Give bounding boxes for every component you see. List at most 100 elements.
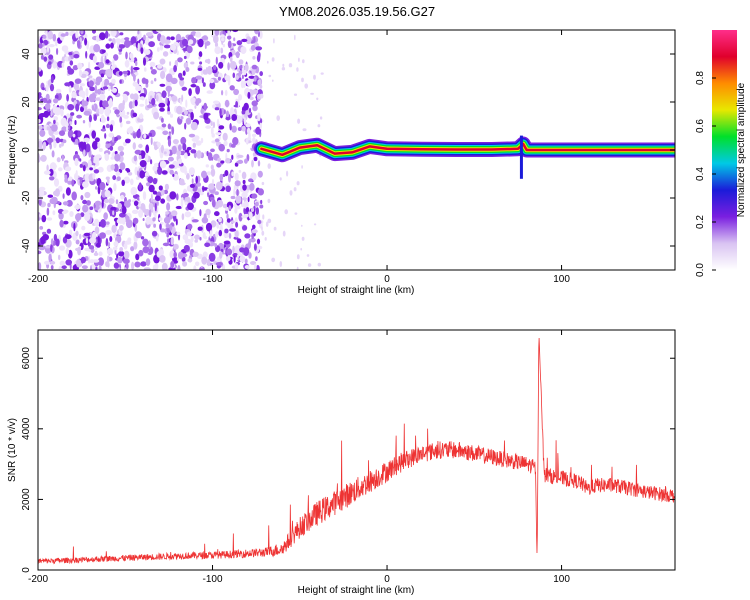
spectrogram-noise-blob	[201, 35, 209, 41]
spectrogram-noise-blob	[197, 67, 203, 71]
spectrogram-noise-blob	[166, 232, 169, 238]
spectrogram-noise-blob	[48, 168, 54, 176]
spectrogram-noise-blob	[293, 187, 297, 192]
spectrogram-noise-blob	[113, 241, 119, 247]
spectrogram-noise-blob	[235, 101, 239, 108]
spectrogram-noise-blob	[164, 39, 171, 44]
spectrogram-noise-blob	[302, 128, 307, 132]
spectrogram-noise-blob	[238, 94, 243, 101]
spectrogram-noise-blob	[227, 40, 232, 49]
spectrogram-noise-blob	[202, 82, 206, 87]
spectrogram-noise-blob	[58, 212, 64, 220]
spectrogram-noise-blob	[71, 179, 75, 187]
spectrogram-noise-blob	[176, 105, 183, 115]
spectrogram-noise-blob	[215, 181, 223, 191]
spectrogram-noise-blob	[67, 104, 75, 111]
spectrogram-noise-blob	[195, 261, 200, 267]
spectrogram-noise-blob	[150, 193, 153, 203]
spectrogram-noise-blob	[39, 129, 46, 137]
spectrogram-noise-blob	[152, 264, 157, 270]
spectrogram-noise-blob	[135, 85, 142, 92]
spectrogram-noise-blob	[259, 30, 263, 39]
spectrogram-noise-blob	[248, 211, 253, 220]
spectrogram-noise-blob	[235, 221, 239, 228]
spectrogram-noise-blob	[204, 242, 211, 248]
spectrogram-noise-blob	[201, 256, 208, 265]
spectrogram-noise-blob	[267, 218, 272, 224]
spectrogram-noise-blob	[112, 175, 117, 181]
spectrogram-noise-blob	[121, 216, 126, 225]
spectrogram-noise-blob	[164, 183, 169, 191]
spectrogram-noise-blob	[51, 196, 58, 204]
spectrogram-noise-blob	[196, 150, 202, 159]
spectrogram-noise-blob	[226, 218, 231, 223]
spectrogram-noise-blob	[180, 199, 184, 209]
spectrogram-ytick-label: -40	[21, 238, 32, 253]
spectrogram-noise-blob	[241, 74, 244, 80]
spectrogram-noise-blob	[222, 173, 226, 177]
spectrogram-noise-blob	[225, 110, 230, 119]
spectrogram-noise-blob	[139, 160, 147, 168]
spectrogram-noise-blob	[106, 68, 113, 78]
spectrogram-noise-blob	[93, 169, 100, 174]
spectrogram-noise-blob	[130, 246, 135, 252]
spectrogram-noise-blob	[184, 211, 192, 218]
spectrogram-noise-blob	[234, 180, 241, 187]
spectrogram-noise-blob	[210, 164, 214, 170]
spectrogram-noise-blob	[163, 44, 171, 49]
spectrogram-noise-blob	[226, 248, 233, 256]
spectrogram-noise-blob	[130, 36, 137, 45]
colorbar-tick-label: 0.6	[695, 119, 706, 133]
spectrogram-noise-blob	[172, 173, 175, 177]
spectrogram-noise-blob	[65, 31, 69, 36]
spectrogram-noise-blob	[214, 42, 219, 48]
spectrogram-noise-blob	[215, 262, 223, 266]
spectrogram-noise-blob	[251, 64, 258, 70]
spectrogram-noise-blob	[113, 163, 119, 172]
snr-xtick-label: -100	[203, 574, 223, 585]
snr-ytick-label: 4000	[21, 417, 32, 440]
spectrogram-noise-blob	[236, 205, 241, 210]
spectrogram-noise-blob	[109, 236, 113, 242]
spectrogram-noise-blob	[82, 204, 89, 213]
spectrogram-noise-blob	[105, 43, 111, 49]
spectrogram-noise-blob	[75, 239, 80, 245]
spectrogram-noise-blob	[111, 87, 118, 93]
spectrogram-noise-blob	[110, 42, 114, 49]
spectrogram-noise-blob	[205, 222, 213, 232]
spectrogram-noise-blob	[228, 232, 232, 239]
spectrogram-noise-blob	[243, 69, 247, 76]
spectrogram-noise-blob	[167, 138, 172, 147]
spectrogram-noise-blob	[153, 223, 157, 228]
spectrogram-noise-blob	[71, 191, 77, 201]
snr-xtick-label: -200	[28, 574, 48, 585]
spectrogram-noise-blob	[178, 158, 183, 165]
spectrogram-noise-blob	[317, 124, 321, 128]
spectrogram-noise-blob	[125, 120, 131, 125]
spectrogram-noise-blob	[222, 43, 226, 48]
spectrogram-noise-blob	[163, 189, 169, 195]
spectrogram-noise-blob	[161, 90, 167, 99]
spectrogram-noise-blob	[119, 32, 124, 36]
spectrogram-noise-blob	[213, 80, 219, 83]
spectrogram-noise-blob	[187, 258, 193, 263]
spectrogram-noise-blob	[176, 193, 179, 201]
spectrogram-noise-blob	[159, 45, 164, 51]
spectrogram-noise-blob	[144, 36, 150, 46]
spectrogram-noise-blob	[241, 171, 247, 180]
spectrogram-noise-blob	[282, 63, 285, 67]
spectrogram-noise-blob	[225, 157, 231, 164]
spectrogram-noise-blob	[159, 255, 166, 263]
spectrogram-noise-blob	[166, 202, 171, 211]
spectrogram-noise-blob	[171, 95, 178, 102]
spectrogram-noise-blob	[71, 91, 77, 99]
spectrogram-noise-blob	[177, 251, 184, 260]
spectrogram-noise-blob	[175, 218, 178, 226]
spectrogram-noise-blob	[182, 70, 186, 76]
spectrogram-noise-blob	[217, 76, 221, 81]
spectrogram-noise-blob	[98, 148, 103, 152]
figure-title: YM08.2026.035.19.56.G27	[279, 4, 435, 19]
spectrogram-noise-blob	[248, 107, 252, 114]
spectrogram-noise-blob	[163, 151, 167, 155]
spectrogram-noise-blob	[178, 144, 182, 152]
